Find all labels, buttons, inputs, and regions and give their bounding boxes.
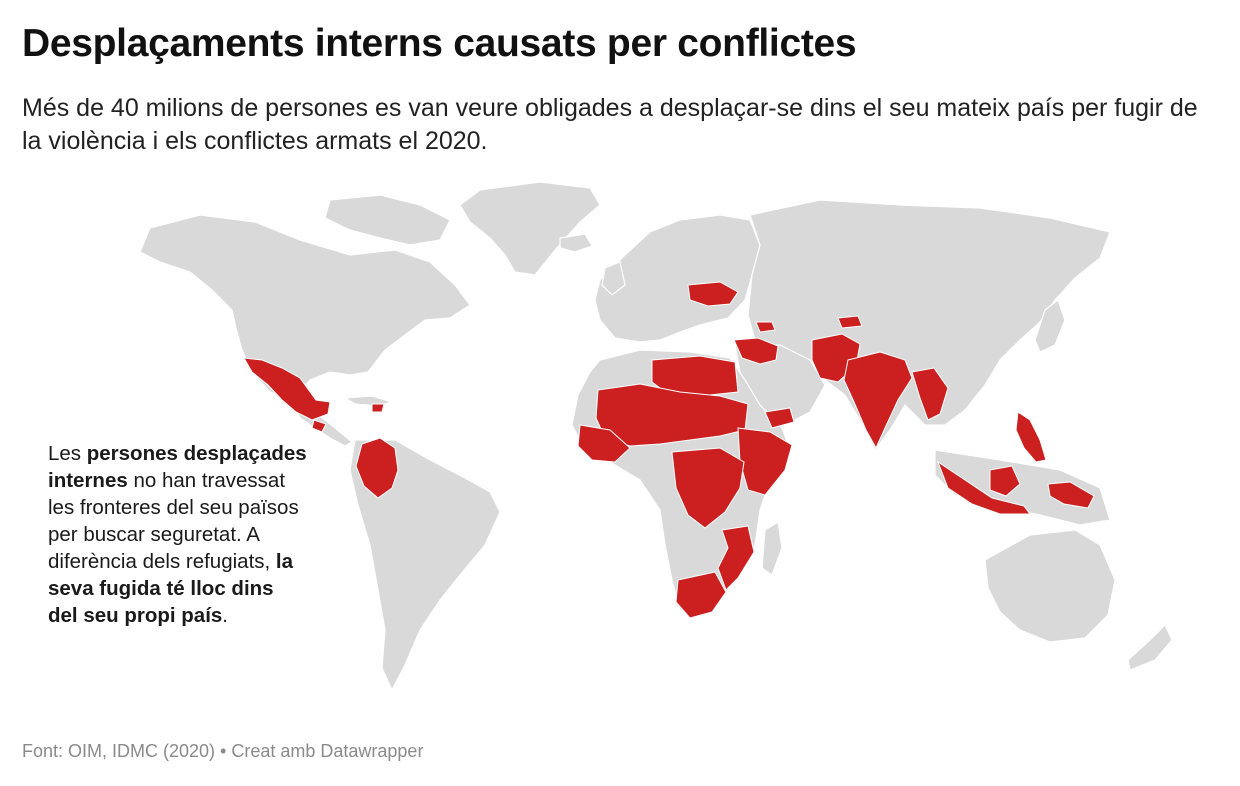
highlighted-countries [243, 281, 1095, 619]
land-madagascar [761, 521, 783, 576]
country-west-africa [577, 424, 631, 463]
country-haiti [371, 403, 385, 413]
country-mexico [243, 357, 331, 421]
land-greenland [459, 181, 601, 276]
land-arctic-islands [324, 194, 451, 246]
country-indonesia [936, 460, 1031, 515]
land-new-zealand [1127, 623, 1173, 671]
note-bold-2: la seva fugida té lloc dins del seu prop… [48, 550, 294, 627]
land-europe [594, 214, 761, 343]
country-philippines [1015, 411, 1047, 463]
country-ukraine [687, 281, 739, 307]
land-australia [984, 529, 1116, 643]
source-footer: Font: OIM, IDMC (2020) • Creat amb Dataw… [22, 741, 424, 761]
note-text-3: . [222, 604, 228, 627]
country-yemen [764, 407, 795, 429]
country-india [843, 351, 913, 450]
country-mozambique [717, 525, 755, 591]
note-text-1: Les [48, 442, 87, 465]
land-japan [1034, 299, 1066, 353]
land-iceland [559, 233, 593, 253]
chart-subtitle: Més de 40 milions de persones es van veu… [22, 94, 1198, 155]
world-map [139, 181, 1173, 690]
country-kyrgyzstan [837, 315, 863, 329]
land-uk [601, 261, 626, 296]
country-myanmar-bangladesh [911, 367, 949, 421]
country-borneo-sulawesi [989, 465, 1021, 497]
chart-title: Desplaçaments interns causats per confli… [22, 22, 857, 65]
country-colombia [355, 437, 399, 499]
country-central-africa [671, 447, 745, 529]
country-syria-iraq [733, 337, 779, 365]
country-central-america [311, 419, 327, 433]
land-south-america [349, 439, 501, 690]
note-text-2: no han travessat les fronteres del seu p… [48, 469, 299, 573]
land-north-america [139, 214, 471, 401]
country-papua [1047, 481, 1095, 509]
country-libya-egypt [651, 355, 739, 397]
land-caribbean [343, 395, 395, 407]
country-south-africa [675, 571, 727, 619]
note-bold-1: persones desplaçades internes [48, 442, 307, 492]
annotation-note: Les persones desplaçades internes no han… [48, 440, 308, 629]
country-caucasus [755, 321, 776, 333]
